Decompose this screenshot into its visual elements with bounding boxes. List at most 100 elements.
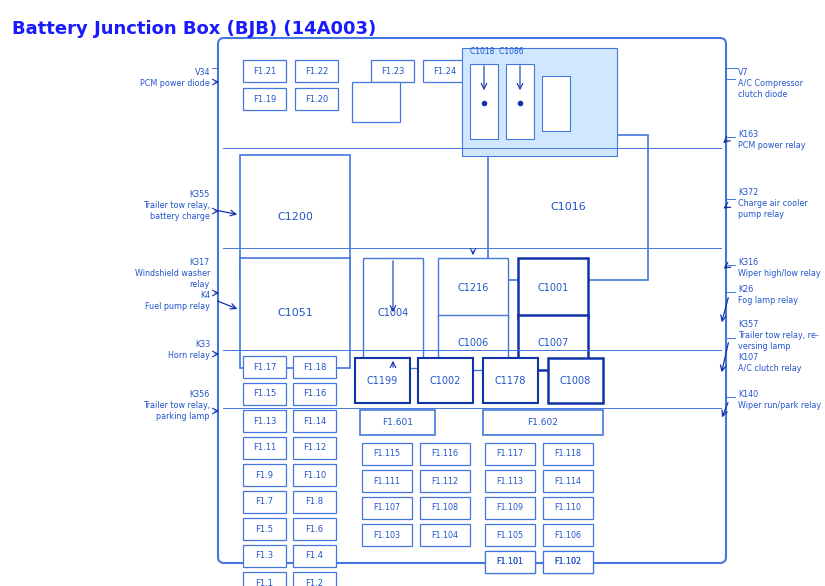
Text: V7
A/C Compressor
clutch diode: V7 A/C Compressor clutch diode <box>738 68 803 99</box>
Text: F1.13: F1.13 <box>252 417 276 425</box>
Text: F1.109: F1.109 <box>497 503 524 513</box>
Bar <box>518 258 588 318</box>
Bar <box>243 356 286 378</box>
Text: C1007: C1007 <box>537 338 568 347</box>
Bar <box>420 524 470 546</box>
Bar <box>355 358 410 403</box>
Bar <box>418 358 473 403</box>
Bar <box>243 491 286 513</box>
Bar <box>470 64 498 139</box>
Bar <box>485 551 535 573</box>
Text: C1199: C1199 <box>367 376 398 386</box>
Text: F1.601: F1.601 <box>382 418 413 427</box>
Text: F1.106: F1.106 <box>554 530 582 540</box>
Text: F1.21: F1.21 <box>253 66 276 76</box>
Text: F1.114: F1.114 <box>554 476 582 485</box>
Bar <box>420 497 470 519</box>
Text: F1.9: F1.9 <box>256 471 274 479</box>
Bar <box>243 410 286 432</box>
Bar <box>485 524 535 546</box>
Text: K26
Fog lamp relay: K26 Fog lamp relay <box>738 285 798 305</box>
Bar <box>243 572 286 586</box>
Text: F1.1: F1.1 <box>256 578 274 586</box>
Text: F1.103: F1.103 <box>374 530 400 540</box>
Bar <box>462 48 617 156</box>
Bar <box>295 88 338 110</box>
Text: F1.111: F1.111 <box>374 476 400 485</box>
Bar <box>488 135 648 280</box>
Text: F1.18: F1.18 <box>303 363 326 372</box>
Bar <box>293 383 336 405</box>
Bar <box>371 60 414 82</box>
Bar <box>293 491 336 513</box>
Bar <box>362 524 412 546</box>
Text: F1.22: F1.22 <box>305 66 328 76</box>
Bar <box>438 258 508 318</box>
Bar <box>543 497 593 519</box>
Bar <box>240 258 350 368</box>
Bar <box>293 410 336 432</box>
Text: F1.113: F1.113 <box>497 476 524 485</box>
Text: F1.104: F1.104 <box>431 530 459 540</box>
Text: C1008: C1008 <box>560 376 592 386</box>
Bar <box>243 60 286 82</box>
Text: F1.12: F1.12 <box>303 444 326 452</box>
Bar <box>438 315 508 370</box>
Text: F1.11: F1.11 <box>253 444 276 452</box>
Text: K317
Windshield washer
relay
K4
Fuel pump relay: K317 Windshield washer relay K4 Fuel pum… <box>134 258 210 311</box>
Text: F1.108: F1.108 <box>431 503 459 513</box>
Text: F1.115: F1.115 <box>374 449 401 458</box>
Text: C1051: C1051 <box>277 308 313 318</box>
Bar <box>362 497 412 519</box>
Bar <box>543 443 593 465</box>
Text: K163
PCM power relay: K163 PCM power relay <box>738 130 805 150</box>
Bar <box>243 464 286 486</box>
Text: C1001: C1001 <box>537 283 568 293</box>
Text: C1004: C1004 <box>377 308 408 318</box>
Text: F1.7: F1.7 <box>256 498 274 506</box>
Text: F1.10: F1.10 <box>303 471 326 479</box>
Bar <box>293 464 336 486</box>
Bar <box>240 155 350 280</box>
FancyBboxPatch shape <box>218 38 726 563</box>
Bar <box>293 437 336 459</box>
Text: F1.14: F1.14 <box>303 417 326 425</box>
Text: K316
Wiper high/low relay: K316 Wiper high/low relay <box>738 258 821 278</box>
Text: F1.107: F1.107 <box>374 503 401 513</box>
Text: F1.105: F1.105 <box>497 530 524 540</box>
Text: F1.2: F1.2 <box>305 578 323 586</box>
Bar <box>485 470 535 492</box>
Text: C1006: C1006 <box>457 338 488 347</box>
Bar <box>362 470 412 492</box>
Text: F1.20: F1.20 <box>305 94 328 104</box>
Text: Battery Junction Box (BJB) (14A003): Battery Junction Box (BJB) (14A003) <box>12 20 376 38</box>
Bar <box>352 82 400 122</box>
Bar <box>543 551 593 573</box>
Bar <box>363 258 423 368</box>
Bar <box>293 356 336 378</box>
Bar <box>243 545 286 567</box>
Bar <box>293 545 336 567</box>
Bar <box>483 358 538 403</box>
Text: C1018  C1086: C1018 C1086 <box>470 47 524 56</box>
Text: F1.4: F1.4 <box>305 551 323 560</box>
Text: F1.102: F1.102 <box>554 557 582 567</box>
Text: F1.117: F1.117 <box>497 449 524 458</box>
Bar <box>420 443 470 465</box>
Text: K356
Trailer tow relay,
parking lamp: K356 Trailer tow relay, parking lamp <box>143 390 210 421</box>
Bar <box>506 64 534 139</box>
Text: F1.118: F1.118 <box>554 449 582 458</box>
Text: F1.16: F1.16 <box>303 390 326 398</box>
Text: K357
Trailer tow relay, re-
versing lamp
K107
A/C clutch relay: K357 Trailer tow relay, re- versing lamp… <box>738 320 818 373</box>
Text: F1.6: F1.6 <box>305 524 323 533</box>
Bar <box>243 88 286 110</box>
Text: K372
Charge air cooler
pump relay: K372 Charge air cooler pump relay <box>738 188 808 219</box>
Text: F1.24: F1.24 <box>433 66 456 76</box>
Text: K140
Wiper run/park relay: K140 Wiper run/park relay <box>738 390 821 410</box>
Text: F1.116: F1.116 <box>431 449 459 458</box>
Text: F1.101: F1.101 <box>497 557 524 567</box>
Bar <box>295 60 338 82</box>
Bar <box>423 60 466 82</box>
Text: F1.19: F1.19 <box>253 94 276 104</box>
Text: C1200: C1200 <box>277 213 313 223</box>
